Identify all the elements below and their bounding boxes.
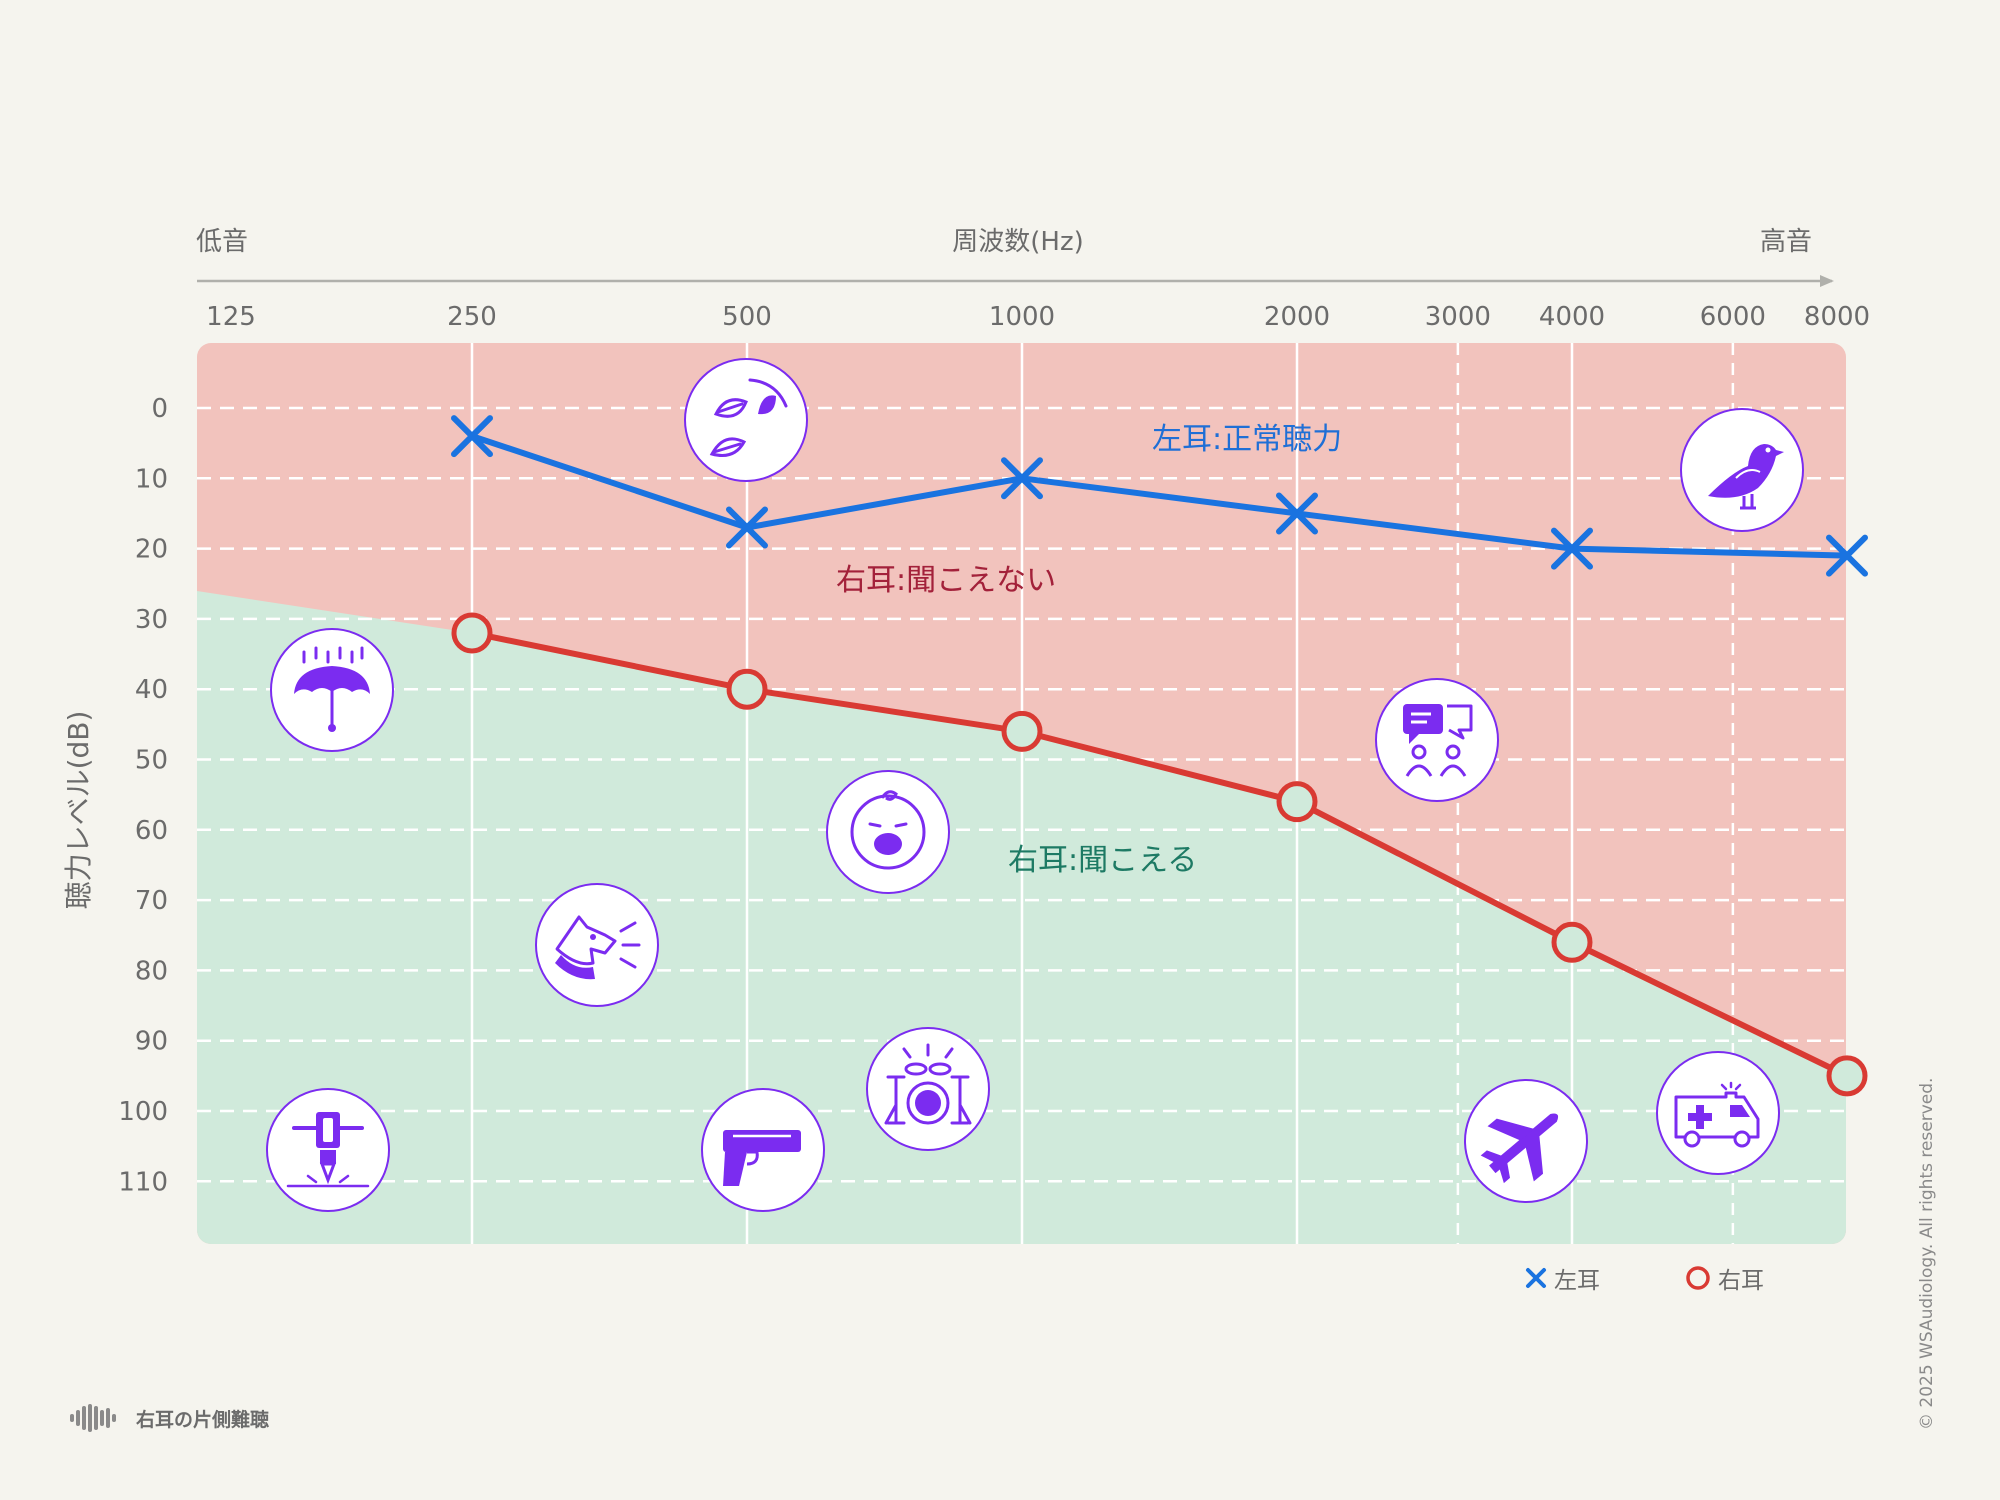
left-ear-point: [451, 415, 493, 458]
rain-umbrella-icon: [270, 628, 394, 752]
y-tick-label: 20: [135, 535, 168, 565]
leaves-rustling-icon: [684, 358, 808, 482]
x-tick-label: 8000: [1804, 302, 1870, 332]
ambulance-icon: [1656, 1051, 1780, 1175]
left-ear-point: [1001, 457, 1043, 500]
low-pitch-label: 低音: [196, 227, 248, 257]
drum-kit-icon: [866, 1027, 990, 1151]
left-ear-point: [1551, 527, 1593, 570]
x-tick-label: 2000: [1264, 302, 1330, 332]
y-tick-label: 40: [135, 675, 168, 705]
right-ear-point: [726, 668, 768, 710]
handgun-icon: [701, 1088, 825, 1212]
right-ear-point: [1826, 1055, 1868, 1097]
y-tick-label: 50: [135, 746, 168, 776]
right-can-hear-annotation: 右耳:聞こえる: [1008, 843, 1197, 878]
x-tick-label: 1000: [989, 302, 1055, 332]
crying-baby-icon: [826, 770, 950, 894]
x-tick-label: 125: [206, 302, 256, 332]
right-ear-markers: [451, 612, 1868, 1097]
footer-title: 右耳の片側難聴: [135, 1408, 269, 1431]
right-ear-line: [469, 629, 1850, 1079]
y-tick-label: 80: [135, 956, 168, 986]
left-ear-line: [469, 433, 1850, 559]
bird-icon: [1680, 408, 1804, 532]
right-cannot-hear-annotation: 右耳:聞こえない: [836, 563, 1056, 598]
legend: 左耳 右耳: [1526, 1266, 1764, 1294]
x-tick-label: 500: [722, 302, 772, 332]
left-ear-point: [1826, 534, 1868, 577]
legend-right-ear-label: 右耳: [1718, 1268, 1764, 1294]
y-tick-labels: 0 10 20 30 40 50 60 70 80 90 100 110: [118, 394, 168, 1197]
left-normal-annotation: 左耳:正常聴力: [1152, 422, 1342, 457]
x-tick-label: 3000: [1425, 302, 1491, 332]
sound-icons: [266, 358, 1804, 1212]
left-ear-point: [1276, 492, 1318, 535]
right-ear-point: [1001, 710, 1043, 752]
plot-area: [197, 343, 1846, 1244]
y-tick-label: 0: [151, 394, 168, 424]
jackhammer-icon: [266, 1088, 390, 1212]
y-tick-label: 60: [135, 816, 168, 846]
legend-o-marker: [1686, 1266, 1710, 1290]
copyright-text: © 2025 WSAudiology. All rights reserved.: [1917, 1078, 1937, 1430]
y-axis-title: 聴力レベル(dB): [62, 711, 95, 910]
frequency-axis-title: 周波数(Hz): [952, 227, 1084, 257]
legend-left-ear-label: 左耳: [1554, 1268, 1600, 1294]
y-tick-label: 10: [135, 464, 168, 494]
legend-right-ear: 右耳: [1686, 1266, 1764, 1294]
legend-left-ear: 左耳: [1526, 1268, 1600, 1294]
series-layer: [451, 415, 1868, 1097]
x-tick-label: 6000: [1700, 302, 1766, 332]
conversation-icon: [1375, 678, 1499, 802]
x-tick-label: 4000: [1539, 302, 1605, 332]
y-tick-label: 100: [118, 1097, 168, 1127]
y-tick-label: 30: [135, 605, 168, 635]
waveform-icon: [70, 1414, 74, 1422]
left-ear-markers: [451, 415, 1868, 577]
right-ear-point: [451, 612, 493, 654]
left-ear-point: [726, 506, 768, 549]
barking-dog-icon: [535, 883, 659, 1007]
right-ear-point: [1551, 921, 1593, 963]
y-tick-label: 70: [135, 886, 168, 916]
legend-x-marker: [1526, 1268, 1546, 1288]
footer-logo: [70, 1404, 116, 1432]
y-tick-label: 90: [135, 1027, 168, 1057]
right-ear-point: [1276, 781, 1318, 823]
y-tick-label: 110: [118, 1167, 168, 1197]
high-pitch-label: 高音: [1760, 227, 1812, 257]
x-tick-labels: 125 250 500 1000 2000 3000 4000 6000 8000: [206, 302, 1870, 332]
airplane-icon: [1464, 1079, 1588, 1203]
x-tick-label: 250: [447, 302, 497, 332]
